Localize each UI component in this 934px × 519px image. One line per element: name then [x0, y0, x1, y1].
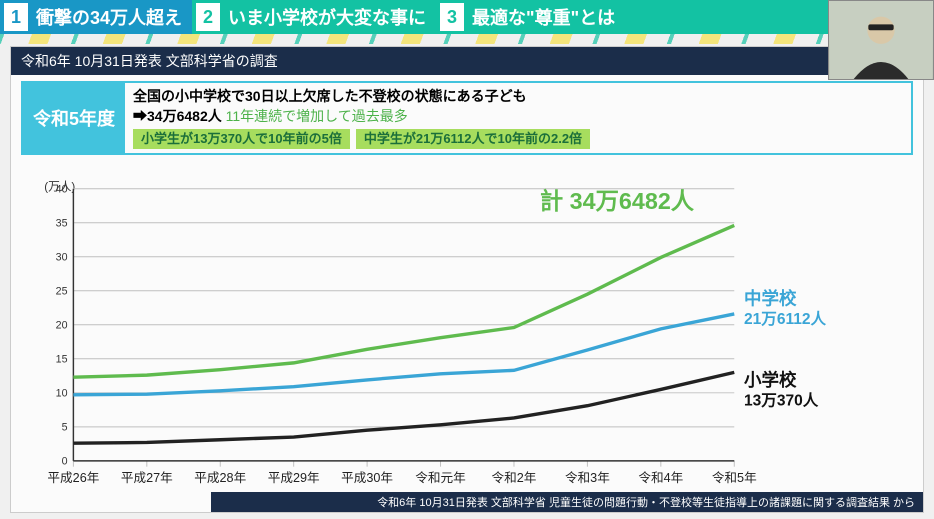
footer-source: 令和6年 10月31日発表 文部科学省 児童生徒の問題行動・不登校等生徒指導上の… [211, 492, 923, 512]
info-count: ➡34万6482人 [133, 108, 222, 124]
chart-area: (万人)0510152025303540平成26年平成27年平成28年平成29年… [23, 179, 911, 490]
tab-3[interactable]: 3 最適な"尊重"とは [436, 0, 625, 34]
svg-text:令和3年: 令和3年 [565, 471, 610, 485]
line-chart: (万人)0510152025303540平成26年平成27年平成28年平成29年… [23, 179, 911, 490]
svg-text:平成30年: 平成30年 [341, 471, 393, 485]
tab-label: 最適な"尊重"とは [472, 4, 615, 30]
tab-label: いま小学校が大変な事に [228, 4, 426, 30]
info-trend: 11年連続で増加して過去最多 [226, 108, 408, 124]
svg-text:令和元年: 令和元年 [415, 471, 466, 485]
pill-middle: 中学生が21万6112人で10年前の2.2倍 [356, 129, 590, 149]
header-strip: 令和6年 10月31日発表 文部科学省の調査 [11, 47, 923, 75]
info-body: 全国の小中学校で30日以上欠席した不登校の状態にある子ども ➡34万6482人 … [125, 83, 598, 153]
svg-text:令和5年: 令和5年 [712, 471, 757, 485]
svg-text:0: 0 [62, 456, 68, 468]
info-line1: 全国の小中学校で30日以上欠席した不登校の状態にある子ども [133, 87, 590, 107]
svg-text:平成28年: 平成28年 [194, 471, 246, 485]
svg-text:平成29年: 平成29年 [268, 471, 320, 485]
svg-text:令和4年: 令和4年 [638, 471, 683, 485]
svg-text:小学校: 小学校 [744, 370, 797, 390]
svg-text:13万370人: 13万370人 [744, 391, 819, 409]
presenter-pip [828, 0, 934, 80]
svg-text:平成27年: 平成27年 [121, 471, 173, 485]
svg-text:5: 5 [62, 422, 68, 434]
tab-1[interactable]: 1 衝撃の34万人超え [0, 0, 192, 34]
svg-text:21万6112人: 21万6112人 [744, 310, 827, 328]
tab-num: 3 [440, 3, 464, 31]
svg-text:令和2年: 令和2年 [492, 471, 537, 485]
svg-text:25: 25 [56, 286, 68, 298]
svg-text:15: 15 [56, 354, 68, 366]
svg-text:20: 20 [56, 320, 68, 332]
tab-num: 2 [196, 3, 220, 31]
svg-text:30: 30 [56, 252, 68, 264]
info-line2: ➡34万6482人 11年連続で増加して過去最多 [133, 107, 590, 127]
decor-stripe [0, 34, 934, 44]
tab-num: 1 [4, 3, 28, 31]
tab-2[interactable]: 2 いま小学校が大変な事に [192, 0, 436, 34]
svg-text:35: 35 [56, 218, 68, 230]
svg-text:計 34万6482人: 計 34万6482人 [540, 187, 695, 214]
tab-bar: 1 衝撃の34万人超え 2 いま小学校が大変な事に 3 最適な"尊重"とは [0, 0, 934, 34]
svg-text:10: 10 [56, 388, 68, 400]
svg-text:中学校: 中学校 [744, 288, 797, 308]
info-year: 令和5年度 [23, 83, 125, 153]
tab-label: 衝撃の34万人超え [36, 4, 182, 30]
content-panel: 令和6年 10月31日発表 文部科学省の調査 令和5年度 全国の小中学校で30日… [10, 46, 924, 513]
info-box: 令和5年度 全国の小中学校で30日以上欠席した不登校の状態にある子ども ➡34万… [21, 81, 913, 155]
pill-row: 小学生が13万370人で10年前の5倍 中学生が21万6112人で10年前の2.… [133, 129, 590, 149]
svg-text:40: 40 [56, 184, 68, 196]
pill-elementary: 小学生が13万370人で10年前の5倍 [133, 129, 350, 149]
svg-text:平成26年: 平成26年 [47, 471, 99, 485]
